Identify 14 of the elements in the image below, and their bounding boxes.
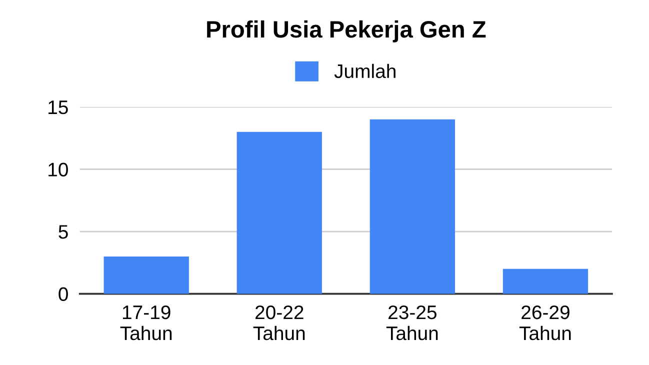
y-tick-label: 15: [48, 100, 68, 114]
x-tick-label: 17-19 Tahun: [120, 305, 172, 340]
bar: [502, 268, 588, 294]
x-tick-label: 20-22 Tahun: [253, 305, 305, 340]
y-tick-label: 5: [58, 225, 68, 239]
chart-title: Profil Usia Pekerja Gen Z: [207, 20, 486, 42]
bar: [370, 119, 456, 294]
bar: [104, 256, 189, 294]
legend-label: Jumlah: [334, 64, 396, 78]
x-tick-label: 26-29 Tahun: [519, 305, 571, 340]
x-tick-label: 23-25 Tahun: [386, 305, 438, 340]
y-tick-label: 10: [48, 162, 68, 176]
bar: [236, 132, 322, 294]
y-tick-label: 0: [58, 287, 68, 302]
